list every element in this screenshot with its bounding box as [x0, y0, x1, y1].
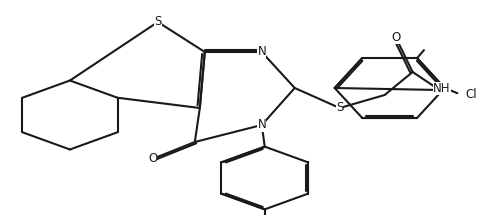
Text: S: S [154, 15, 162, 29]
Text: N: N [257, 46, 266, 58]
Text: S: S [336, 101, 343, 115]
Text: NH: NH [433, 82, 451, 95]
Text: O: O [148, 152, 157, 164]
Text: O: O [391, 31, 400, 44]
Text: N: N [257, 118, 266, 132]
Text: Cl: Cl [465, 88, 477, 101]
